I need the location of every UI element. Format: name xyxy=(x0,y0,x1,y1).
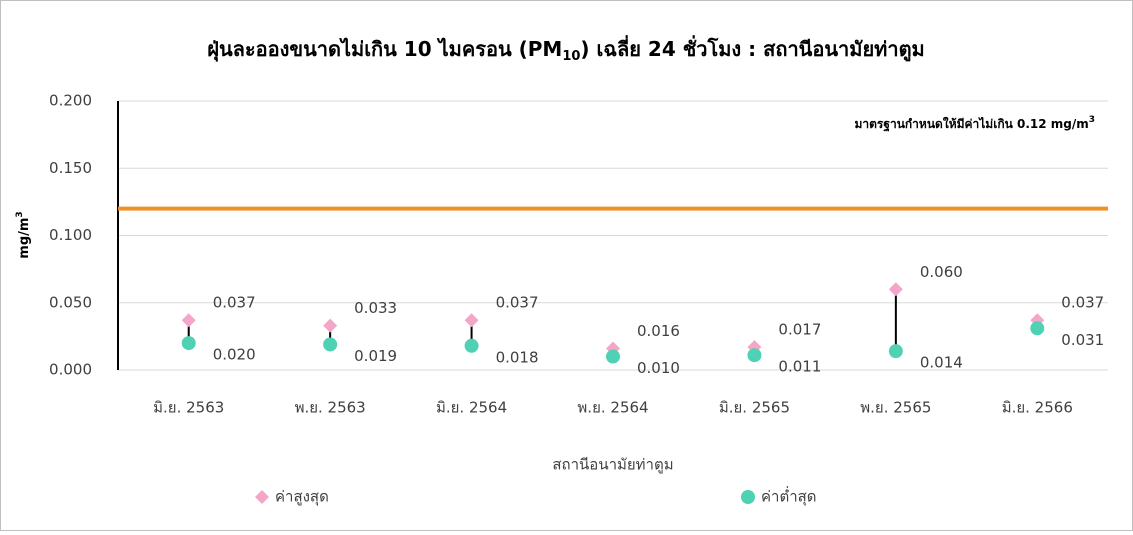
annotation-text: มาตรฐานกำหนดให้มีค่าไม่เกิน 0.12 mg/m xyxy=(854,116,1088,132)
legend-label: ค่าต่ำสุด xyxy=(761,486,817,507)
min-marker xyxy=(323,337,338,352)
x-tick-label: มิ.ย. 2563 xyxy=(153,399,224,417)
min-marker xyxy=(888,344,903,359)
data-label: 0.011 xyxy=(778,358,821,376)
data-label: 0.020 xyxy=(213,346,256,364)
min-marker xyxy=(606,349,620,364)
x-tick-label: มิ.ย. 2565 xyxy=(719,399,790,417)
annotation-superscript: 3 xyxy=(1089,115,1095,125)
y-tick-label: 0.100 xyxy=(49,226,92,244)
min-marker xyxy=(1030,321,1045,336)
max-marker xyxy=(181,313,196,328)
y-axis-title: mg/m3 xyxy=(15,211,32,258)
x-tick-label: มิ.ย. 2566 xyxy=(1002,399,1073,417)
x-tick-label: พ.ย. 2564 xyxy=(577,399,648,417)
legend-marker xyxy=(255,490,269,504)
data-label: 0.037 xyxy=(213,294,256,312)
title-part: ) เฉลี่ย 24 ชั่วโมง : สถานีอนามัยท่าตูม xyxy=(580,34,924,63)
title-subscript: 10 xyxy=(562,49,580,64)
max-marker xyxy=(323,318,338,333)
data-label: 0.033 xyxy=(354,299,397,317)
annotation: มาตรฐานกำหนดให้มีค่าไม่เกิน 0.12 mg/m3 xyxy=(854,115,1095,132)
data-label: 0.037 xyxy=(496,294,539,312)
min-marker xyxy=(181,336,196,351)
y-tick-label: 0.150 xyxy=(49,159,92,177)
x-tick-label: พ.ย. 2563 xyxy=(295,399,366,417)
y-label-superscript: 3 xyxy=(15,211,25,217)
y-label-text: mg/m xyxy=(17,218,32,259)
y-tick-label: 0.050 xyxy=(49,293,92,311)
data-label: 0.014 xyxy=(920,354,963,372)
legend-label: ค่าสูงสุด xyxy=(275,488,329,507)
max-marker xyxy=(464,313,479,328)
x-tick-label: พ.ย. 2565 xyxy=(860,399,931,417)
data-label: 0.018 xyxy=(496,348,539,366)
max-marker xyxy=(888,282,903,297)
y-tick-label: 0.200 xyxy=(49,92,92,110)
data-label: 0.031 xyxy=(1061,331,1104,349)
min-marker xyxy=(747,348,762,363)
title-part: ฝุ่นละอองขนาดไม่เกิน 10 ไมครอน (PM xyxy=(207,37,562,62)
data-label: 0.037 xyxy=(1061,294,1104,312)
x-axis-title: สถานีอนามัยท่าตูม xyxy=(552,456,673,474)
data-label: 0.019 xyxy=(354,347,397,365)
legend-marker xyxy=(741,490,755,504)
y-tick-label: 0.000 xyxy=(49,361,92,379)
x-tick-label: มิ.ย. 2564 xyxy=(436,399,507,417)
min-marker xyxy=(464,338,479,353)
data-label: 0.017 xyxy=(778,321,821,339)
data-label: 0.060 xyxy=(920,263,963,281)
data-label: 0.016 xyxy=(637,322,680,340)
data-label: 0.010 xyxy=(637,359,680,377)
chart-title: ฝุ่นละอองขนาดไม่เกิน 10 ไมครอน (PM10) เฉ… xyxy=(207,34,925,64)
